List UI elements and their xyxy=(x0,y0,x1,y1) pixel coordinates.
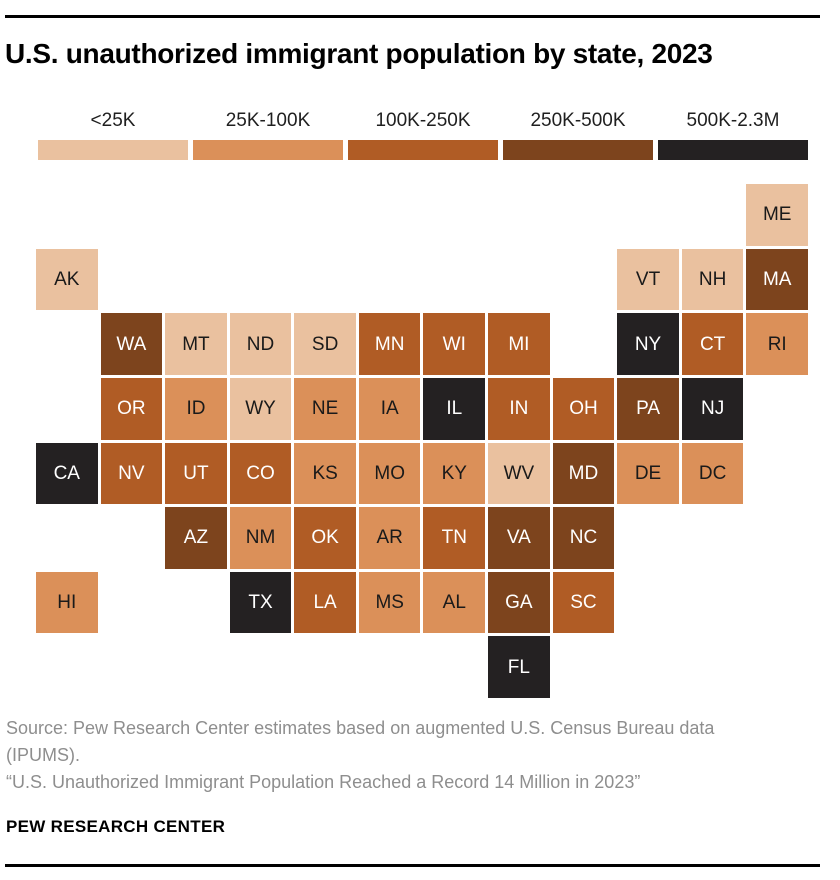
state-tile-FL: FL xyxy=(488,636,550,698)
state-tile-WY: WY xyxy=(229,377,292,440)
state-tile-MO: MO xyxy=(358,442,421,505)
state-tile-GA: GA xyxy=(488,571,550,634)
state-tile-NJ: NJ xyxy=(681,377,744,440)
state-tile-ID: ID xyxy=(165,377,227,440)
state-tile-MI: MI xyxy=(488,313,550,375)
legend-label: <25K xyxy=(90,110,136,131)
brand-wordmark: PEW RESEARCH CENTER xyxy=(6,817,226,836)
legend-item: 250K-500K xyxy=(503,110,653,160)
state-tile-ME: ME xyxy=(746,184,808,246)
tile-grid-map: ME AK VT NH MA WA MT ND SD MN WI MI NY CT RI OR ID WY NE IA… xyxy=(36,184,808,698)
bottom-rule xyxy=(5,864,820,867)
state-tile-CO: CO xyxy=(229,442,292,505)
state-tile-IL: IL xyxy=(423,377,486,440)
source-line-1: Source: Pew Research Center estimates ba… xyxy=(6,718,715,738)
state-tile-LA: LA xyxy=(294,571,356,634)
legend: <25K 25K-100K 100K-250K 250K-500K 500K-2.3M xyxy=(38,110,808,160)
state-tile-AR: AR xyxy=(358,507,421,569)
state-tile-UT: UT xyxy=(165,442,227,505)
state-tile-AL: AL xyxy=(423,571,486,634)
state-tile-NH: NH xyxy=(681,248,744,311)
state-tile-NV: NV xyxy=(100,442,163,505)
state-tile-KS: KS xyxy=(294,442,356,505)
state-tile-TX: TX xyxy=(229,571,292,634)
legend-label: 500K-2.3M xyxy=(686,110,780,131)
legend-label: 25K-100K xyxy=(225,110,311,131)
legend-swatch xyxy=(38,140,188,160)
state-tile-AK: AK xyxy=(36,248,98,311)
state-tile-MA: MA xyxy=(746,248,808,311)
state-tile-MS: MS xyxy=(358,571,421,634)
state-tile-NM: NM xyxy=(229,507,292,569)
state-tile-OH: OH xyxy=(552,377,615,440)
state-tile-WV: WV xyxy=(488,442,550,505)
legend-item: <25K xyxy=(38,110,188,160)
legend-label: 250K-500K xyxy=(530,110,626,131)
state-tile-VA: VA xyxy=(488,507,550,569)
source-line-2: (IPUMS). xyxy=(6,745,80,765)
footer-text: Source: Pew Research Center estimates ba… xyxy=(6,715,816,796)
legend-swatch xyxy=(503,140,653,160)
state-tile-HI: HI xyxy=(36,571,98,634)
legend-swatch xyxy=(658,140,808,160)
state-tile-RI: RI xyxy=(746,313,808,375)
state-tile-MN: MN xyxy=(358,313,421,375)
state-tile-CA: CA xyxy=(36,442,98,505)
legend-swatch xyxy=(193,140,343,160)
state-tile-VT: VT xyxy=(617,248,679,311)
state-tile-IA: IA xyxy=(358,377,421,440)
state-tile-SC: SC xyxy=(552,571,615,634)
state-tile-MD: MD xyxy=(552,442,615,505)
state-tile-DC: DC xyxy=(681,442,744,505)
report-title: “U.S. Unauthorized Immigrant Population … xyxy=(6,772,641,792)
state-tile-CT: CT xyxy=(681,313,744,375)
chart-title: U.S. unauthorized immigrant population b… xyxy=(5,38,713,69)
state-tile-OR: OR xyxy=(100,377,163,440)
state-tile-KY: KY xyxy=(423,442,486,505)
legend-item: 25K-100K xyxy=(193,110,343,160)
state-tile-MT: MT xyxy=(165,313,227,375)
state-tile-OK: OK xyxy=(294,507,356,569)
legend-item: 100K-250K xyxy=(348,110,498,160)
state-tile-WI: WI xyxy=(423,313,486,375)
legend-label: 100K-250K xyxy=(375,110,471,131)
state-tile-TN: TN xyxy=(423,507,486,569)
state-tile-AZ: AZ xyxy=(165,507,227,569)
state-tile-SD: SD xyxy=(294,313,356,375)
legend-item: 500K-2.3M xyxy=(658,110,808,160)
state-tile-NC: NC xyxy=(552,507,615,569)
state-tile-ND: ND xyxy=(229,313,292,375)
state-tile-DE: DE xyxy=(617,442,679,505)
state-tile-NE: NE xyxy=(294,377,356,440)
state-tile-IN: IN xyxy=(488,377,550,440)
state-tile-NY: NY xyxy=(617,313,679,375)
state-tile-WA: WA xyxy=(100,313,163,375)
legend-swatch xyxy=(348,140,498,160)
state-tile-PA: PA xyxy=(617,377,679,440)
top-rule xyxy=(5,15,820,18)
